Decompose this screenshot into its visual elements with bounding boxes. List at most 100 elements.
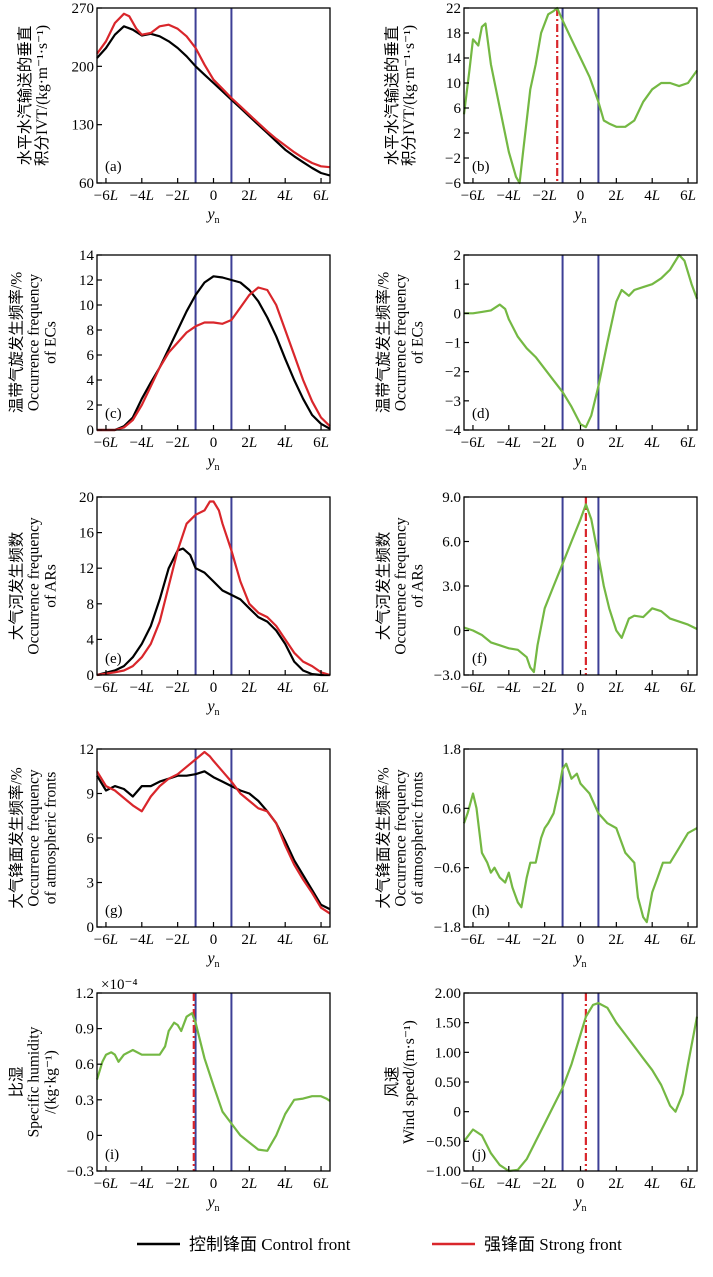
x-tick-label: 6L bbox=[680, 188, 696, 204]
x-tick-label: 0 bbox=[210, 680, 218, 696]
plot-frame bbox=[96, 496, 331, 676]
y-tick-label: 16 bbox=[79, 526, 95, 542]
x-tick-label: −4L bbox=[497, 435, 521, 451]
y-tick-label: 6 bbox=[454, 101, 462, 117]
x-axis-title: yn bbox=[205, 206, 219, 226]
y-tick-label: −3 bbox=[445, 394, 461, 410]
y-tick-label: 1.50 bbox=[435, 1016, 461, 1032]
plot-frame bbox=[96, 992, 331, 1172]
legend-label-control: 控制锋面 Control front bbox=[189, 1235, 351, 1254]
y-axis-title: 风速 bbox=[383, 1066, 401, 1097]
plot-frame bbox=[463, 254, 698, 431]
x-axis-title: yn bbox=[572, 206, 586, 226]
y-tick-label: −2 bbox=[445, 365, 461, 381]
y-tick-label: 3.0 bbox=[442, 579, 461, 595]
y-tick-label: 0 bbox=[87, 1128, 95, 1144]
y-tick-label: −4 bbox=[445, 423, 461, 439]
y-tick-label: 10 bbox=[79, 298, 94, 314]
series-line-control bbox=[96, 25, 331, 177]
y-axis-title: Occurrence frequency bbox=[393, 517, 410, 655]
y-tick-label: 1.2 bbox=[75, 986, 94, 1002]
x-tick-label: −4L bbox=[130, 435, 154, 451]
y-tick-label: −0.50 bbox=[426, 1134, 461, 1150]
y-tick-label: 0 bbox=[87, 423, 95, 439]
y-tick-label: 12 bbox=[79, 561, 94, 577]
y-tick-label: 10 bbox=[446, 76, 461, 92]
x-axis-title: yn bbox=[205, 1194, 219, 1214]
x-tick-label: −2L bbox=[532, 435, 556, 451]
x-tick-label: 4L bbox=[277, 188, 293, 204]
y-tick-label: −0.6 bbox=[434, 861, 462, 877]
panel-label: (e) bbox=[105, 651, 122, 667]
x-tick-label: 6L bbox=[313, 1176, 329, 1192]
y-axis-title: of ECs bbox=[43, 321, 60, 364]
series-line-difference bbox=[462, 762, 698, 924]
series-line-difference bbox=[463, 1002, 699, 1173]
series-line-difference bbox=[463, 503, 698, 674]
series-line-control bbox=[97, 275, 331, 432]
x-tick-label: 2L bbox=[241, 188, 257, 204]
x-axis-title: yn bbox=[572, 950, 586, 970]
x-tick-label: 0 bbox=[577, 188, 585, 204]
y-axis-title: Wind speed/(m·s⁻¹) bbox=[401, 1020, 418, 1144]
panel-label: (h) bbox=[472, 903, 490, 919]
y-tick-label: 130 bbox=[72, 118, 95, 134]
x-tick-label: −2L bbox=[165, 932, 189, 948]
chart-panel-g: −6L −4L −2L 0 2L 4L 6L yn 0 3 6 9 12 (g) 大气锋面发生频率/% Occ… bbox=[8, 742, 331, 970]
x-tick-label: 6L bbox=[313, 188, 329, 204]
x-tick-label: 2L bbox=[241, 680, 257, 696]
x-tick-label: 4L bbox=[644, 1176, 660, 1192]
y-tick-label: 14 bbox=[446, 51, 462, 67]
y-tick-label: 6.0 bbox=[442, 535, 461, 551]
y-tick-label: 12 bbox=[79, 742, 94, 758]
y-tick-label: 0.50 bbox=[435, 1075, 461, 1091]
x-tick-label: 0 bbox=[210, 188, 218, 204]
x-tick-label: −6L bbox=[461, 932, 485, 948]
chart-panel-f: −6L −4L −2L 0 2L 4L 6L yn −3.0 0 3.0 6.0 9.0 (f) 大气河发生… bbox=[375, 490, 698, 718]
y-tick-label: 0.6 bbox=[75, 1057, 94, 1073]
panel-label: (d) bbox=[472, 406, 490, 422]
series-line-strong bbox=[96, 500, 331, 677]
x-tick-label: −2L bbox=[532, 188, 556, 204]
y-tick-label: 14 bbox=[79, 248, 95, 264]
y-tick-label: −1.00 bbox=[426, 1164, 461, 1180]
x-tick-label: 0 bbox=[577, 435, 585, 451]
panel-label: (b) bbox=[472, 159, 490, 175]
series-line-strong bbox=[96, 750, 331, 915]
y-tick-label: −2 bbox=[445, 151, 461, 167]
x-tick-label: −6L bbox=[94, 680, 118, 696]
x-tick-label: −4L bbox=[130, 188, 154, 204]
chart-panel-b: −6L −4L −2L 0 2L 4L 6L yn −6 −2 2 6 10 14 18 22 (b) 水平水汽输… bbox=[383, 1, 698, 226]
y-tick-label: 8 bbox=[87, 323, 95, 339]
x-tick-label: 4L bbox=[644, 188, 660, 204]
plot-frame bbox=[463, 496, 698, 676]
x-tick-label: −6L bbox=[461, 680, 485, 696]
y-tick-label: 4 bbox=[87, 373, 95, 389]
y-tick-label: −6 bbox=[445, 176, 461, 192]
y-tick-label: 0 bbox=[87, 920, 95, 936]
y-axis-title: Occurrence frequency bbox=[393, 769, 410, 907]
x-tick-label: 0 bbox=[210, 1176, 218, 1192]
x-tick-label: 4L bbox=[277, 435, 293, 451]
chart-panel-a: −6L −4L −2L 0 2L 4L 6L yn 60 130 200 270 (a) 水平水汽输送的垂… bbox=[16, 1, 331, 226]
y-tick-label: −1 bbox=[445, 336, 461, 352]
y-axis-title: Occurrence frequency bbox=[26, 517, 43, 655]
x-tick-label: 6L bbox=[313, 435, 329, 451]
x-tick-label: −6L bbox=[461, 188, 485, 204]
y-axis-title: 比湿 bbox=[8, 1066, 26, 1097]
y-tick-label: 0.9 bbox=[75, 1022, 94, 1038]
chart-panel-c: −6L −4L −2L 0 2L 4L 6L yn 0 2 4 6 8 10 12 14 (c) 温带气旋发生频率… bbox=[8, 248, 331, 473]
series-line-strong bbox=[96, 12, 331, 169]
x-axis-title: yn bbox=[205, 950, 219, 970]
panel-label: (c) bbox=[105, 406, 122, 422]
x-tick-label: 4L bbox=[277, 680, 293, 696]
x-tick-label: −2L bbox=[532, 1176, 556, 1192]
x-tick-label: 0 bbox=[577, 1176, 585, 1192]
series-line-difference bbox=[464, 253, 699, 429]
series-line-difference bbox=[462, 6, 698, 185]
x-tick-label: −4L bbox=[497, 1176, 521, 1192]
legend: 控制锋面 Control front 强锋面 Strong front bbox=[137, 1235, 622, 1254]
panel-label: (a) bbox=[105, 159, 122, 175]
x-tick-label: 6L bbox=[680, 680, 696, 696]
